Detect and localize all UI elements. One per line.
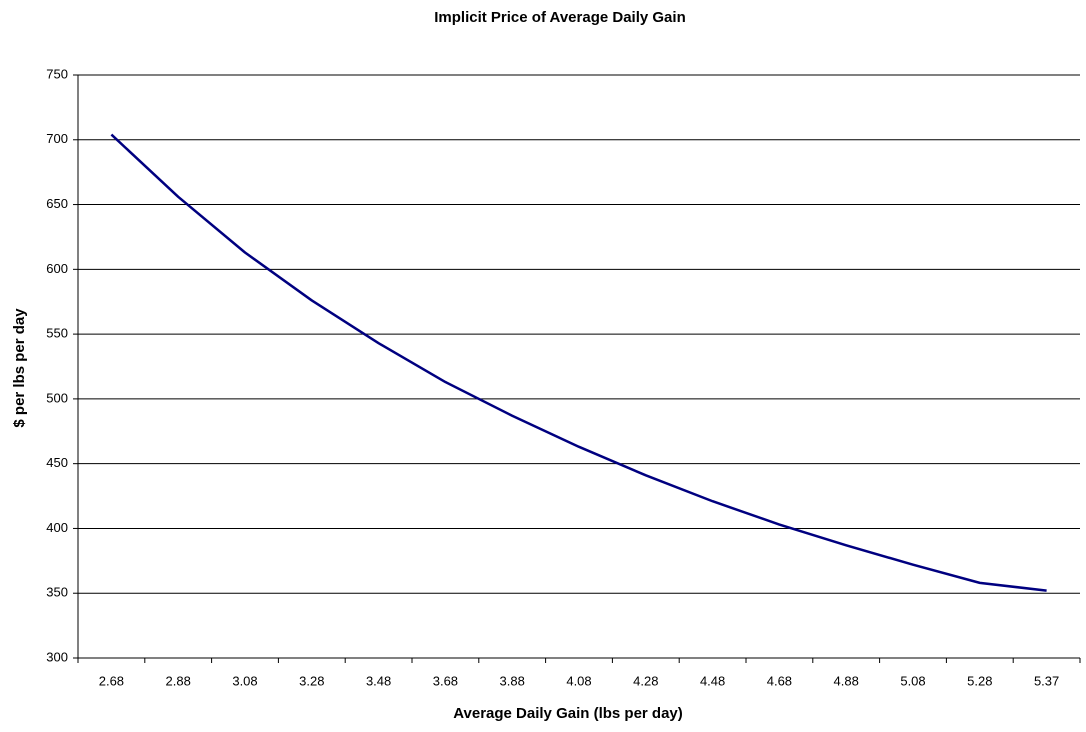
y-tick-label: 500 xyxy=(46,390,68,405)
x-tick-label: 5.37 xyxy=(1034,673,1059,688)
y-tick-label: 550 xyxy=(46,326,68,341)
x-tick-label: 4.88 xyxy=(834,673,859,688)
x-tick-label: 3.68 xyxy=(433,673,458,688)
y-axis-label: $ per lbs per day xyxy=(11,308,28,428)
x-tick-label: 4.08 xyxy=(566,673,591,688)
data-line xyxy=(110,133,1047,592)
x-tick-label: 2.88 xyxy=(166,673,191,688)
x-tick-label: 4.28 xyxy=(633,673,658,688)
x-tick-label: 4.48 xyxy=(700,673,725,688)
x-tick-label: 3.48 xyxy=(366,673,391,688)
y-tick-label: 600 xyxy=(46,261,68,276)
y-tick-label: 450 xyxy=(46,455,68,470)
x-tick-label: 4.68 xyxy=(767,673,792,688)
x-tick-label: 3.28 xyxy=(299,673,324,688)
x-tick-label: 3.88 xyxy=(500,673,525,688)
chart-title: Implicit Price of Average Daily Gain xyxy=(434,9,685,26)
y-tick-label: 350 xyxy=(46,585,68,600)
y-tick-label: 400 xyxy=(46,520,68,535)
x-tick-label: 2.68 xyxy=(99,673,124,688)
x-tick-label: 3.08 xyxy=(232,673,257,688)
y-tick-label: 750 xyxy=(46,66,68,81)
x-axis-label: Average Daily Gain (lbs per day) xyxy=(453,705,683,722)
y-tick-label: 650 xyxy=(46,196,68,211)
x-tick-label: 5.08 xyxy=(900,673,925,688)
y-tick-label: 300 xyxy=(46,649,68,664)
y-tick-label: 700 xyxy=(46,131,68,146)
x-tick-label: 5.28 xyxy=(967,673,992,688)
